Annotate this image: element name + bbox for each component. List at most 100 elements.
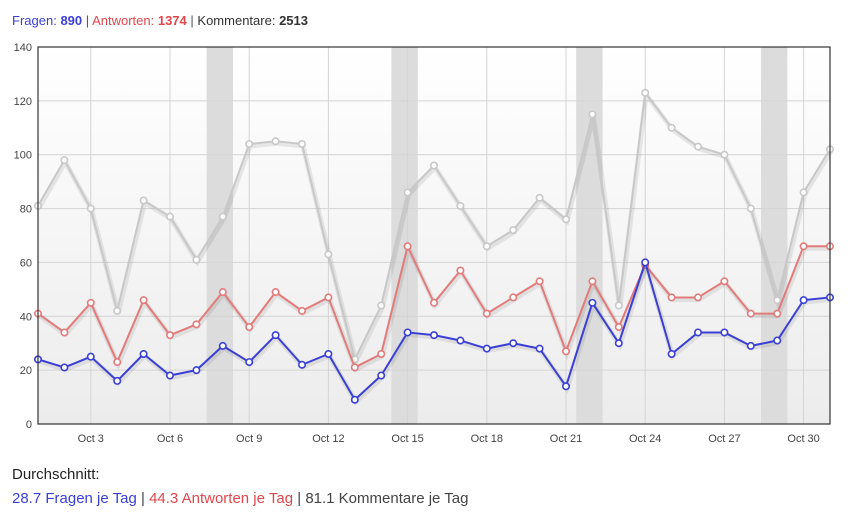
data-point-antworten bbox=[667, 293, 676, 302]
data-point-kommentare bbox=[192, 255, 201, 264]
x-tick-label: Oct 3 bbox=[78, 433, 104, 445]
answers-count: 1374 bbox=[157, 13, 187, 28]
data-point-fragen bbox=[746, 341, 755, 350]
plot-border bbox=[37, 46, 831, 425]
weekend-shading bbox=[206, 47, 788, 424]
questions-average: 28.7 Fragen je Tag bbox=[12, 490, 137, 507]
data-point-kommentare bbox=[429, 161, 438, 170]
data-point-kommentare bbox=[773, 296, 782, 305]
weekend-band bbox=[576, 47, 603, 424]
data-point-fragen bbox=[166, 371, 175, 380]
x-tick-label: Oct 30 bbox=[787, 433, 819, 445]
data-point-kommentare bbox=[720, 150, 729, 159]
x-tick-label: Oct 15 bbox=[391, 433, 423, 445]
x-tick-label: Oct 18 bbox=[471, 433, 503, 445]
separator: | bbox=[297, 490, 302, 507]
data-point-antworten bbox=[429, 298, 438, 307]
data-point-kommentare bbox=[139, 196, 148, 205]
data-point-antworten bbox=[271, 288, 280, 297]
comments-label: Kommentare: bbox=[197, 13, 276, 28]
y-tick-label: 60 bbox=[20, 257, 32, 269]
data-point-kommentare bbox=[535, 193, 544, 202]
data-point-antworten bbox=[403, 242, 412, 251]
data-point-kommentare bbox=[693, 142, 702, 151]
separator: | bbox=[190, 13, 194, 28]
y-tick-label: 140 bbox=[14, 42, 32, 54]
data-point-fragen bbox=[799, 296, 808, 305]
data-point-antworten bbox=[720, 277, 729, 286]
y-tick-label: 80 bbox=[20, 204, 32, 216]
data-point-fragen bbox=[245, 358, 254, 367]
questions-count: 890 bbox=[60, 13, 83, 28]
data-point-antworten bbox=[746, 309, 755, 318]
data-point-kommentare bbox=[482, 242, 491, 251]
data-point-kommentare bbox=[509, 226, 518, 235]
x-tick-label: Oct 24 bbox=[629, 433, 661, 445]
data-point-fragen bbox=[693, 328, 702, 337]
data-point-antworten bbox=[482, 309, 491, 318]
y-tick-label: 120 bbox=[14, 96, 32, 108]
data-point-fragen bbox=[667, 349, 676, 358]
data-point-kommentare bbox=[641, 88, 650, 97]
x-tick-label: Oct 21 bbox=[550, 433, 582, 445]
data-point-kommentare bbox=[271, 137, 280, 146]
y-axis-labels: 0 20 40 60 80 100 120 140 bbox=[14, 42, 32, 431]
average-heading: Durchschnitt: bbox=[12, 466, 100, 483]
data-point-antworten bbox=[535, 277, 544, 286]
data-point-fragen bbox=[535, 344, 544, 353]
data-point-fragen bbox=[297, 360, 306, 369]
data-point-kommentare bbox=[799, 188, 808, 197]
data-point-antworten bbox=[614, 323, 623, 332]
data-point-kommentare bbox=[561, 215, 570, 224]
data-point-fragen bbox=[720, 328, 729, 337]
data-point-fragen bbox=[377, 371, 386, 380]
y-tick-label: 40 bbox=[20, 311, 32, 323]
data-point-fragen bbox=[482, 344, 491, 353]
data-point-fragen bbox=[641, 258, 650, 267]
data-point-fragen bbox=[324, 349, 333, 358]
data-point-antworten bbox=[324, 293, 333, 302]
data-point-antworten bbox=[693, 293, 702, 302]
answers-average: 44.3 Antworten je Tag bbox=[149, 490, 294, 507]
data-point-antworten bbox=[218, 288, 227, 297]
data-point-antworten bbox=[86, 298, 95, 307]
data-point-antworten bbox=[509, 293, 518, 302]
data-point-kommentare bbox=[377, 301, 386, 310]
data-point-kommentare bbox=[667, 123, 676, 132]
data-point-antworten bbox=[799, 242, 808, 251]
data-point-fragen bbox=[429, 331, 438, 340]
data-point-kommentare bbox=[297, 139, 306, 148]
data-point-antworten bbox=[561, 347, 570, 356]
data-point-antworten bbox=[377, 349, 386, 358]
data-point-kommentare bbox=[403, 188, 412, 197]
x-tick-label: Oct 27 bbox=[708, 433, 740, 445]
average-summary: 28.7 Fragen je Tag | 44.3 Antworten je T… bbox=[12, 490, 468, 507]
separator: | bbox=[85, 13, 90, 28]
data-point-fragen bbox=[139, 349, 148, 358]
data-point-kommentare bbox=[614, 301, 623, 310]
data-point-fragen bbox=[60, 363, 69, 372]
x-tick-label: Oct 12 bbox=[312, 433, 344, 445]
data-point-antworten bbox=[773, 309, 782, 318]
data-point-antworten bbox=[166, 331, 175, 340]
data-point-antworten bbox=[192, 320, 201, 329]
line-chart: 0 20 40 60 80 100 120 140 Oct 3 Oct 6 Oct 9 Oct 12… bbox=[14, 42, 834, 445]
data-point-kommentare bbox=[746, 204, 755, 213]
data-point-fragen bbox=[350, 395, 359, 404]
data-point-antworten bbox=[350, 363, 359, 372]
data-point-fragen bbox=[403, 328, 412, 337]
comments-average: 81.1 Kommentare je Tag bbox=[305, 490, 469, 507]
data-point-antworten bbox=[139, 296, 148, 305]
comments-count: 2513 bbox=[279, 13, 308, 28]
data-point-antworten bbox=[588, 277, 597, 286]
data-point-fragen bbox=[561, 382, 570, 391]
x-axis-labels: Oct 3 Oct 6 Oct 9 Oct 12 Oct 15 Oct 18 Oct 21 O… bbox=[78, 433, 820, 445]
data-point-fragen bbox=[773, 336, 782, 345]
data-point-fragen bbox=[456, 336, 465, 345]
x-tick-label: Oct 9 bbox=[236, 433, 262, 445]
y-tick-label: 20 bbox=[20, 365, 32, 377]
data-point-kommentare bbox=[60, 156, 69, 165]
answers-label: Antworten: bbox=[92, 13, 155, 28]
data-point-fragen bbox=[509, 339, 518, 348]
data-point-kommentare bbox=[588, 110, 597, 119]
